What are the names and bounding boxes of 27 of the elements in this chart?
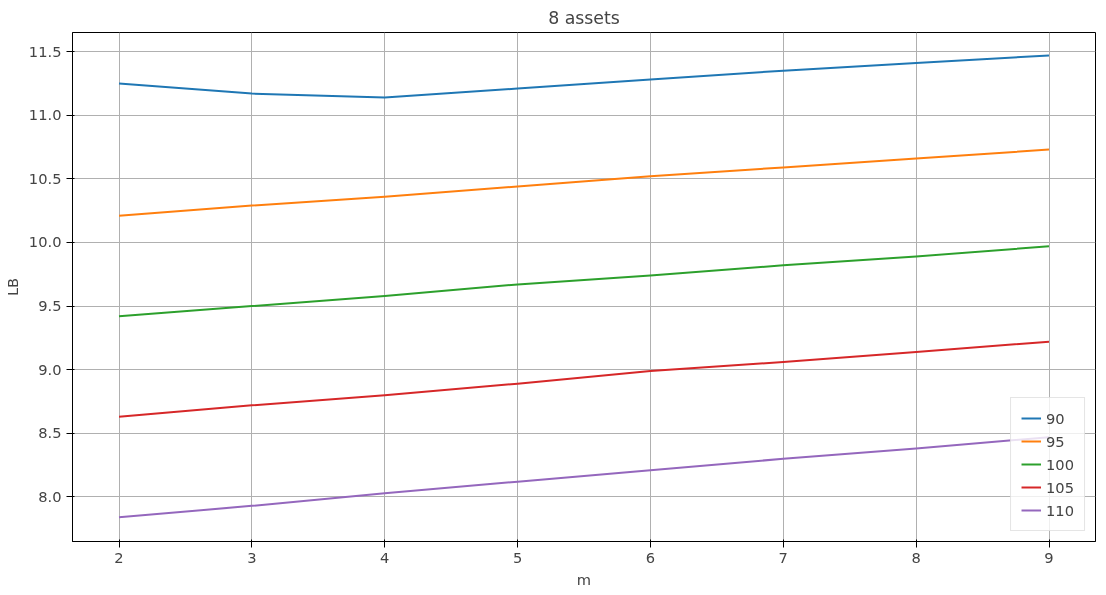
x-axis-title: m (576, 570, 592, 588)
y-tick-label: 9.5 (38, 297, 62, 315)
x-tick-label: 7 (778, 548, 788, 566)
legend-label: 90 (1046, 409, 1066, 427)
y-axis-title: LB (3, 277, 21, 297)
y-tick-label: 9.0 (38, 360, 62, 378)
x-tick-label: 9 (1044, 548, 1054, 566)
y-tick-label: 10.0 (28, 233, 62, 251)
y-tick-label: 11.0 (28, 106, 62, 124)
y-tick-label: 8.5 (38, 424, 62, 442)
y-tick-label: 8.0 (38, 487, 62, 505)
x-tick-label: 6 (645, 548, 656, 566)
x-tick-label: 5 (512, 548, 523, 566)
x-tick-label: 8 (911, 548, 921, 566)
legend-label: 105 (1046, 478, 1074, 496)
x-tick-label: 4 (380, 548, 390, 566)
x-tick-label: 2 (114, 548, 124, 566)
y-tick-label: 11.5 (28, 42, 62, 60)
legend-label: 100 (1046, 455, 1074, 473)
line-series (118, 245, 1050, 318)
x-tick-label: 3 (247, 548, 257, 566)
legend-label: 95 (1046, 432, 1066, 450)
line-series (118, 54, 1050, 99)
y-tick-label: 10.5 (28, 169, 62, 187)
legend-label: 110 (1046, 501, 1074, 519)
line-series (118, 148, 1050, 217)
chart-title: 8 assets (548, 7, 620, 28)
